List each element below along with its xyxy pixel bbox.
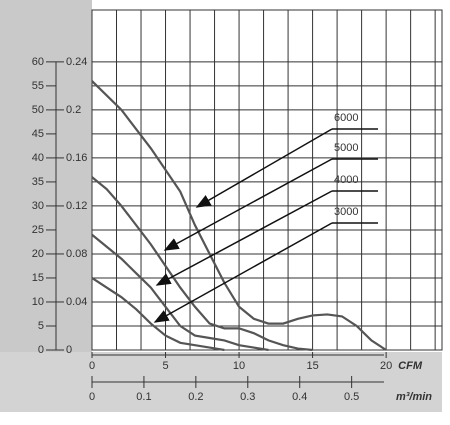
- y2-tick-label: 0.24: [66, 56, 87, 68]
- y-tick-label: 50: [32, 104, 44, 116]
- x2-tick-label: 0.3: [240, 391, 255, 403]
- curve: [91, 277, 225, 352]
- y2-tick-label: 0.12: [66, 200, 87, 212]
- x2-tick-label: 0.1: [136, 391, 151, 403]
- plot-area: [92, 10, 442, 352]
- x-axis-label: CFM: [398, 360, 423, 372]
- x2-tick-label: 0.4: [292, 391, 307, 403]
- x2-tick-label: 0.2: [188, 391, 203, 403]
- x-tick-label: 0: [89, 360, 95, 372]
- curve-label: 4000: [334, 174, 358, 186]
- curve-label: 6000: [334, 112, 358, 124]
- y-tick-label: 40: [32, 152, 44, 164]
- curve: [91, 176, 313, 352]
- curve: [91, 233, 269, 352]
- curve-label: 3000: [334, 206, 358, 218]
- x-tick-label: 10: [233, 360, 245, 372]
- y-tick-label: 25: [32, 224, 44, 236]
- y2-tick-label: 0.04: [66, 296, 87, 308]
- curve: [91, 80, 387, 351]
- arrow: [163, 158, 333, 251]
- y-tick-label: 0: [38, 344, 44, 356]
- x2-tick-label: 0: [89, 391, 95, 403]
- y2-tick-label: 0.16: [66, 152, 87, 164]
- y2-tick-label: 0: [66, 344, 72, 356]
- y-tick-label: 10: [32, 296, 44, 308]
- curve-label: 5000: [334, 142, 358, 154]
- y-tick-label: 20: [32, 248, 44, 260]
- x-tick-label: 20: [380, 360, 392, 372]
- x-tick-label: 15: [306, 360, 318, 372]
- x-tick-label: 5: [162, 360, 168, 372]
- y2-tick-label: 0.2: [66, 104, 81, 116]
- y-tick-label: 5: [38, 320, 44, 332]
- y-tick-label: 30: [32, 200, 44, 212]
- arrow: [153, 222, 333, 323]
- y-tick-label: 35: [32, 176, 44, 188]
- arrow: [195, 128, 333, 208]
- y-tick-label: 45: [32, 128, 44, 140]
- y-tick-label: 60: [32, 56, 44, 68]
- arrow: [155, 190, 333, 286]
- y-tick-label: 55: [32, 80, 44, 92]
- x2-tick-label: 0.5: [344, 391, 359, 403]
- y-tick-label: 15: [32, 272, 44, 284]
- y2-tick-label: 0.08: [66, 248, 87, 260]
- x2-axis-label: m³/min: [396, 391, 432, 403]
